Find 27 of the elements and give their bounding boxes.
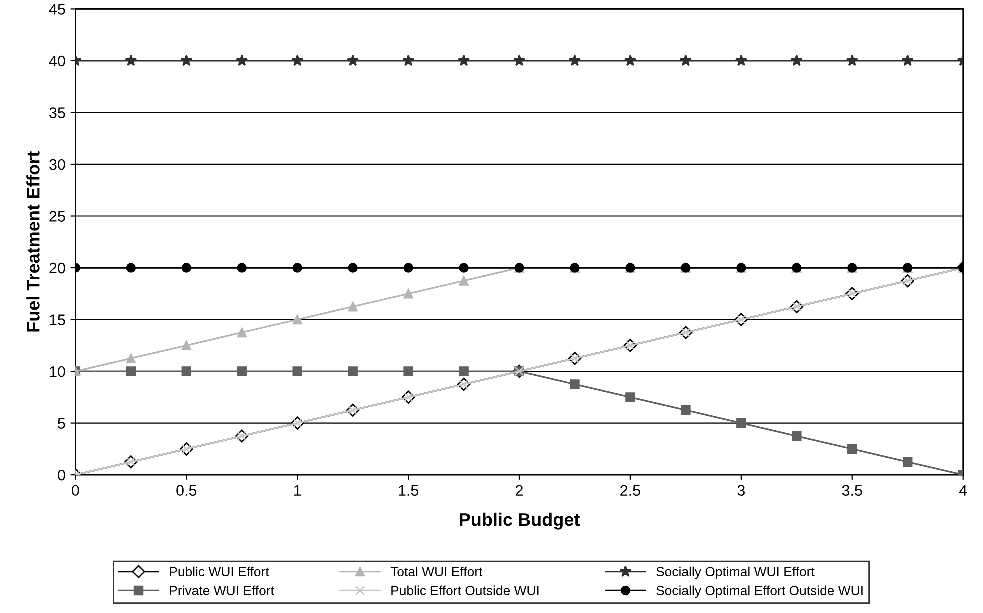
x-tick-label: 2 bbox=[516, 485, 523, 496]
legend-label: Socially Optimal WUI Effort bbox=[656, 566, 815, 580]
y-tick-label: 0 bbox=[58, 470, 66, 481]
legend-label: Public Effort Outside WUI bbox=[392, 586, 539, 596]
x-tick-label: 3 bbox=[738, 485, 746, 496]
legend-label: Socially Optimal Effort Outside WUI bbox=[656, 586, 863, 598]
y-tick-label: 45 bbox=[49, 4, 66, 15]
x-tick-label: 0.5 bbox=[176, 485, 197, 496]
y-tick-label: 20 bbox=[50, 262, 66, 274]
y-axis-title: Fuel Treatment Effort bbox=[26, 152, 40, 332]
y-tick-label: 40 bbox=[49, 56, 66, 67]
y-tick-label: 30 bbox=[50, 159, 66, 170]
y-tick-label: 35 bbox=[50, 108, 66, 118]
x-tick-label: 1.5 bbox=[399, 485, 419, 496]
y-tick-label: 25 bbox=[50, 211, 66, 222]
y-tick-label: 5 bbox=[58, 418, 66, 429]
y-tick-label: 10 bbox=[50, 366, 66, 378]
y-tick-label: 15 bbox=[50, 314, 66, 326]
legend-label: Private WUI Effort bbox=[170, 586, 274, 596]
x-tick-label: 0 bbox=[72, 485, 80, 496]
x-tick-label: 3.5 bbox=[842, 485, 862, 496]
x-axis-title: Public Budget bbox=[460, 512, 580, 530]
legend-label: Total WUI Effort bbox=[390, 566, 483, 577]
x-tick-label: 1 bbox=[294, 485, 302, 496]
x-tick-label: 2.5 bbox=[620, 485, 640, 496]
x-tick-label: 4 bbox=[959, 485, 968, 496]
legend-label: Public WUI Effort bbox=[170, 566, 270, 577]
